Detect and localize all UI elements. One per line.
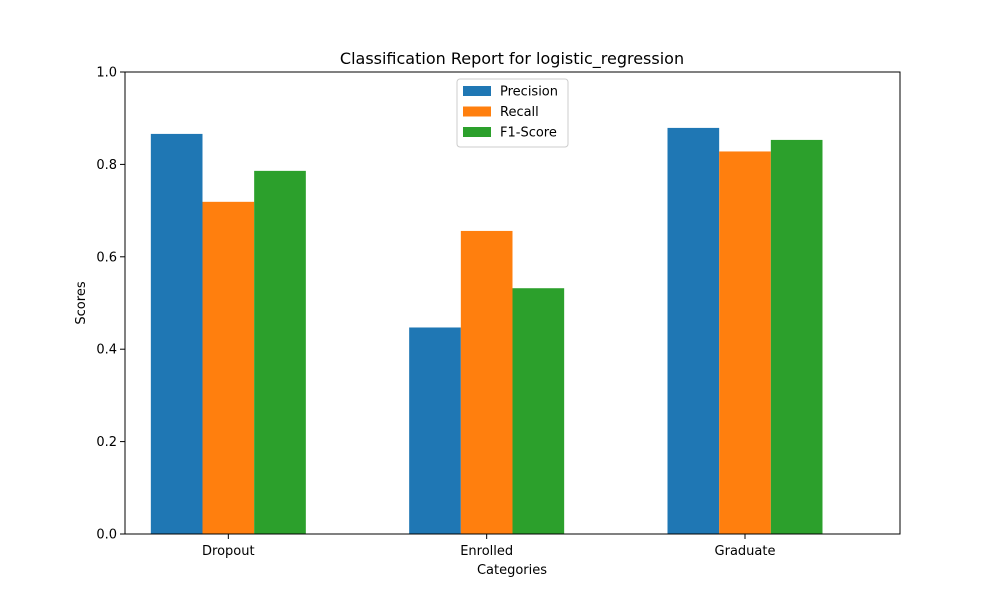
y-axis: 0.0 0.2 0.4 0.6 0.8 1.0 [96, 66, 125, 543]
bar-precision-enrolled [409, 327, 461, 534]
legend-swatch [463, 127, 491, 137]
bar-f1-score-enrolled [512, 288, 565, 534]
x-tick-label: Graduate [715, 544, 776, 559]
x-tick-label: Enrolled [460, 544, 513, 559]
chart-title: Classification Report for logistic_regre… [340, 49, 684, 69]
legend-label: Precision [500, 85, 558, 100]
legend: Precision Recall F1-Score [456, 78, 569, 148]
bar-recall-dropout [202, 201, 255, 534]
y-tick-label: 1.0 [96, 66, 117, 81]
legend-label: Recall [500, 105, 539, 120]
bars-group [150, 127, 823, 535]
x-axis: Dropout Enrolled Graduate [202, 534, 775, 559]
y-tick-label: 0.4 [96, 343, 117, 358]
bar-precision-graduate [667, 127, 720, 534]
x-tick-label: Dropout [202, 544, 255, 559]
y-tick-label: 0.0 [96, 528, 117, 543]
x-axis-label: Categories [477, 563, 547, 578]
y-axis-label: Scores [74, 281, 89, 324]
legend-swatch [463, 106, 491, 117]
legend-swatch [463, 86, 491, 96]
bar-recall-enrolled [460, 230, 513, 535]
y-tick-label: 0.8 [96, 158, 117, 173]
plot-frame [124, 71, 901, 535]
bar-f1-score-graduate [770, 139, 823, 534]
legend-label: F1-Score [500, 126, 557, 141]
bar-f1-score-dropout [254, 170, 306, 535]
y-tick-label: 0.2 [96, 435, 117, 450]
bar-recall-graduate [719, 151, 771, 535]
bar-precision-dropout [150, 133, 203, 534]
y-tick-label: 0.6 [96, 250, 117, 265]
